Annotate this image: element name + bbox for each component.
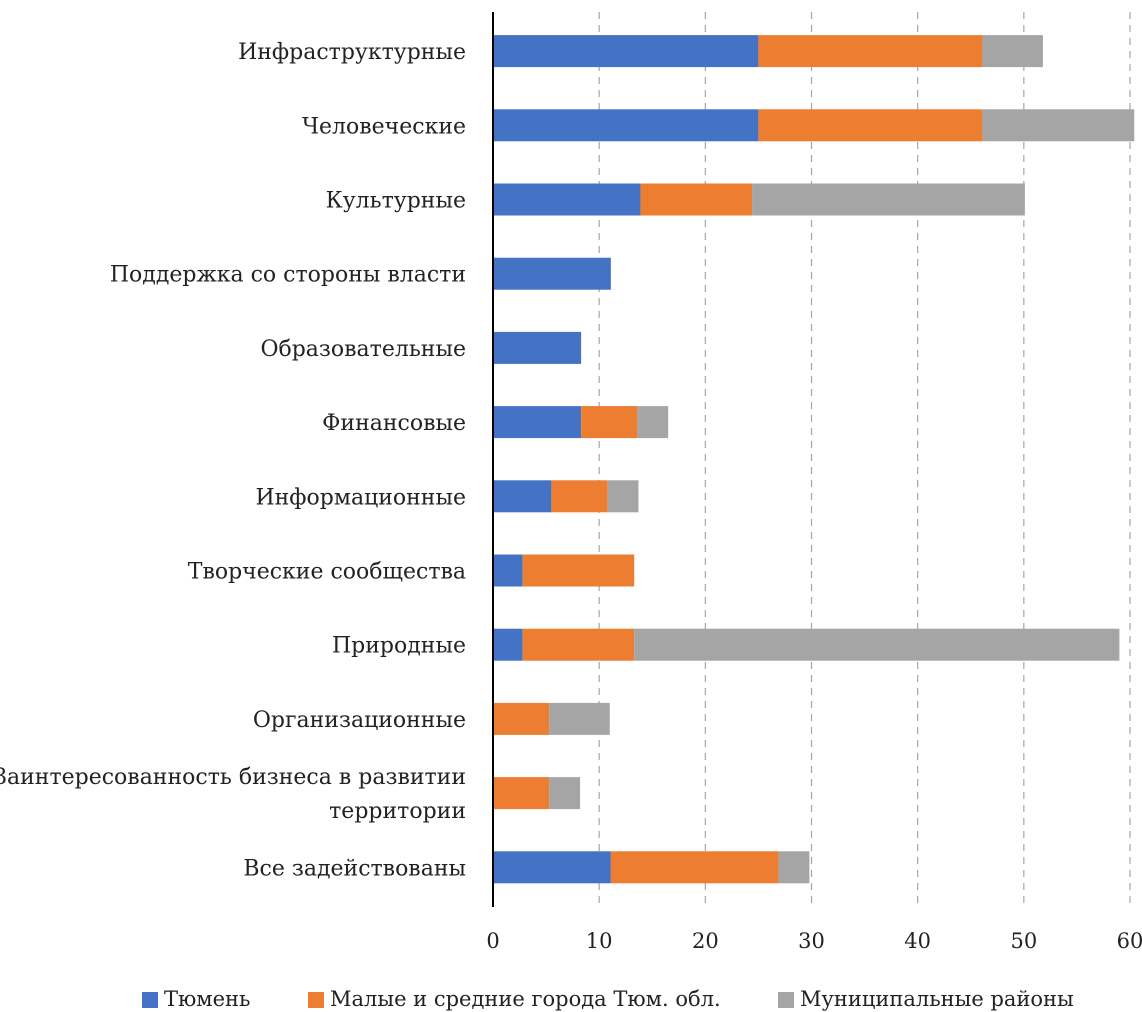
bar-segment: [778, 851, 810, 884]
bar-segment: [493, 257, 611, 290]
category-label: Все задействованы: [243, 856, 466, 881]
bar-segment: [551, 480, 608, 513]
x-tick-label: 10: [586, 929, 613, 953]
bar-segment: [493, 183, 641, 216]
bar-segment: [758, 35, 983, 68]
bar-segment: [493, 554, 523, 587]
category-label-line: Информационные: [255, 485, 466, 510]
bar-segment: [549, 777, 581, 810]
legend-label: Муниципальные районы: [800, 987, 1074, 1011]
bar-segment: [752, 183, 1025, 216]
x-tick-label: 0: [486, 929, 499, 953]
bar-segment: [982, 109, 1135, 142]
category-labels: Инфраструктурные Человеческие Культурные По…: [0, 40, 466, 881]
x-tick-label: 50: [1010, 929, 1037, 953]
category-label-line: Человеческие: [302, 114, 466, 139]
category-label-line: Поддержка со стороны власти: [110, 263, 466, 288]
bar-segment: [493, 331, 582, 364]
bar-segment: [637, 406, 669, 439]
legend-label: Тюмень: [164, 987, 250, 1011]
category-label-line: Финансовые: [322, 411, 466, 436]
category-label-line: Заинтересованность бизнеса в развитии: [0, 765, 466, 790]
bar-segment: [640, 183, 753, 216]
bar-segment: [549, 702, 610, 735]
category-label: Организационные: [253, 708, 466, 733]
bars: [493, 35, 1135, 884]
legend-swatch: [308, 992, 324, 1008]
bar-segment: [493, 628, 523, 661]
x-tick-label: 30: [798, 929, 825, 953]
bar-segment: [982, 35, 1043, 68]
gridlines: [598, 12, 1131, 907]
bar-segment: [610, 851, 779, 884]
bar-segment: [758, 109, 983, 142]
category-label: Творческие сообщества: [188, 560, 466, 585]
category-label: Образовательные: [260, 337, 466, 362]
category-label: Информационные: [255, 485, 466, 510]
bar-segment: [493, 480, 552, 513]
bar-segment: [493, 35, 759, 68]
category-label-line: Культурные: [326, 189, 466, 214]
category-label: Поддержка со стороны власти: [110, 263, 466, 288]
category-label: Заинтересованность бизнеса в развитии тер…: [0, 765, 466, 824]
bar-segment: [522, 554, 635, 587]
bar-segment: [607, 480, 639, 513]
category-label: Культурные: [326, 189, 466, 214]
x-tick-label: 20: [692, 929, 719, 953]
bar-segment: [522, 628, 635, 661]
bar-segment: [493, 851, 611, 884]
category-label: Природные: [332, 634, 466, 659]
legend: Тюмень Малые и средние города Тюм. обл. Му…: [142, 987, 1074, 1011]
category-label-line: Все задействованы: [243, 856, 466, 881]
category-label-line: Организационные: [253, 708, 466, 733]
category-label-line: Образовательные: [260, 337, 466, 362]
legend-swatch: [142, 992, 158, 1008]
category-label-line: Природные: [332, 634, 466, 659]
bar-segment: [634, 628, 1120, 661]
category-label-line: территории: [329, 799, 466, 824]
x-tick-label: 40: [904, 929, 931, 953]
legend-label: Малые и средние города Тюм. обл.: [330, 987, 721, 1011]
legend-swatch: [778, 992, 794, 1008]
x-tick-label: 60: [1117, 929, 1142, 953]
bar-segment: [581, 406, 638, 439]
bar-segment: [493, 777, 550, 810]
category-label-line: Творческие сообщества: [188, 560, 466, 585]
bar-segment: [493, 109, 759, 142]
bar-segment: [493, 406, 582, 439]
category-label: Финансовые: [322, 411, 466, 436]
category-label: Инфраструктурные: [238, 40, 466, 65]
bar-segment: [493, 702, 550, 735]
x-tick-labels: 0 10 20 30 40 50 60: [486, 929, 1142, 953]
category-label: Человеческие: [302, 114, 466, 139]
category-label-line: Инфраструктурные: [238, 40, 466, 65]
